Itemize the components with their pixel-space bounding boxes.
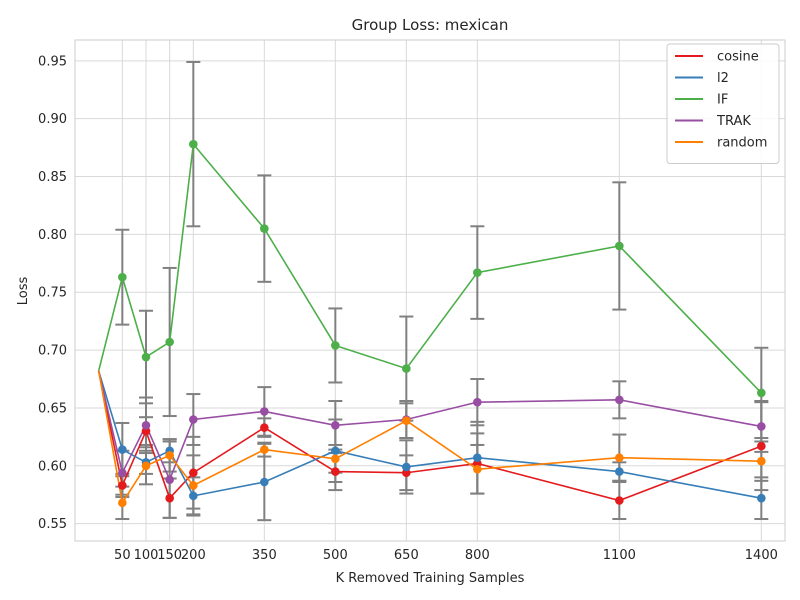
data-point-random [260, 445, 269, 454]
data-point-TRAK [260, 407, 269, 416]
y-tick-label: 0.75 [38, 286, 67, 301]
legend-box [666, 43, 780, 164]
data-point-random [402, 416, 411, 425]
data-point-random [118, 498, 127, 508]
data-point-l2 [189, 491, 198, 501]
x-tick-label: 150 [157, 548, 182, 563]
y-tick-label: 0.70 [38, 344, 67, 359]
legend-label-cosine: cosine [717, 50, 759, 65]
legend-label-l2: l2 [717, 71, 729, 86]
y-tick-label: 0.60 [38, 459, 67, 474]
data-point-TRAK [189, 415, 198, 424]
data-point-TRAK [141, 420, 151, 430]
y-tick-label: 0.85 [38, 170, 67, 185]
y-tick-label: 0.65 [38, 401, 67, 416]
data-point-TRAK [331, 420, 340, 430]
data-point-l2 [260, 477, 269, 487]
data-point-cosine [189, 468, 198, 478]
x-tick-label: 50 [114, 548, 131, 563]
x-axis-label: K Removed Training Samples [336, 571, 525, 586]
data-point-IF [141, 352, 151, 362]
data-point-IF [402, 364, 411, 373]
data-point-cosine [331, 467, 340, 476]
data-point-random [331, 454, 340, 464]
data-point-TRAK [118, 468, 127, 478]
x-tick-label: 1400 [745, 548, 778, 563]
data-point-random [757, 456, 766, 466]
legend-label-random: random [717, 136, 767, 151]
data-point-IF [189, 139, 198, 149]
x-tick-label: 800 [465, 548, 490, 563]
data-point-TRAK [165, 475, 174, 484]
y-axis-label: Loss [16, 277, 31, 306]
data-point-random [615, 453, 624, 462]
x-tick-label: 500 [323, 548, 348, 563]
data-point-l2 [118, 445, 127, 454]
y-tick-label: 0.80 [38, 228, 67, 243]
y-tick-labels: 0.55 0.60 0.65 0.70 0.75 0.80 0.85 0.90 0.95 [38, 54, 67, 532]
data-point-l2 [615, 467, 624, 476]
data-point-IF [757, 388, 766, 398]
legend-label-TRAK: TRAK [716, 114, 751, 129]
plot-frame [74, 39, 786, 542]
legend-label-IF: IF [717, 93, 728, 108]
x-tick-label: 650 [394, 548, 419, 563]
y-tick-label: 0.95 [38, 54, 67, 69]
data-point-TRAK [757, 422, 766, 431]
data-point-IF [165, 337, 174, 347]
data-point-IF [260, 224, 269, 233]
data-point-random [189, 481, 198, 490]
data-point-IF [118, 272, 127, 282]
data-point-IF [331, 341, 340, 350]
data-point-cosine [165, 493, 174, 503]
series-line-l2 [97, 370, 762, 499]
x-tick-label: 1100 [603, 548, 636, 563]
data-point-TRAK [473, 397, 482, 407]
data-point-random [473, 464, 482, 474]
data-point-IF [473, 268, 482, 277]
data-point-cosine [615, 496, 624, 505]
data-points [118, 139, 766, 508]
x-tick-label: 200 [181, 548, 206, 563]
series-lines [97, 142, 762, 505]
series-line-IF [97, 142, 762, 394]
y-tick-label: 0.90 [38, 112, 67, 127]
data-point-l2 [473, 453, 482, 462]
y-tick-label: 0.55 [38, 517, 67, 532]
chart-title: Group Loss: mexican [352, 16, 509, 34]
x-tick-label: 100 [134, 548, 159, 563]
data-point-l2 [331, 446, 340, 456]
data-point-l2 [757, 493, 766, 503]
data-point-random [141, 461, 151, 471]
data-point-IF [615, 241, 624, 251]
series-line-cosine [97, 370, 762, 502]
data-point-cosine [260, 423, 269, 432]
data-point-TRAK [615, 395, 624, 405]
legend: cosine l2 IF TRAK random [666, 43, 780, 164]
data-point-l2 [402, 462, 411, 472]
x-tick-label: 350 [252, 548, 277, 563]
data-point-cosine [757, 441, 766, 451]
data-point-random [165, 451, 174, 460]
data-point-cosine [118, 481, 127, 490]
